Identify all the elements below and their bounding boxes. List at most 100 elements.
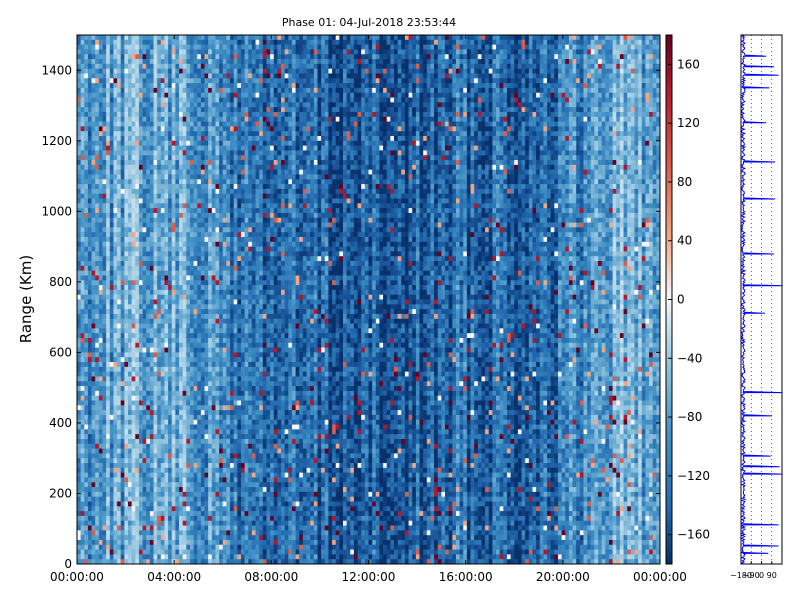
heatmap-cell xyxy=(128,477,133,483)
heatmap-cell xyxy=(146,400,151,406)
heatmap-cell xyxy=(211,102,216,108)
heatmap-cell xyxy=(237,121,242,127)
heatmap-cell xyxy=(95,193,100,199)
heatmap-cell xyxy=(175,193,180,199)
heatmap-cell xyxy=(193,525,198,531)
heatmap-cell xyxy=(211,236,216,243)
heatmap-cell xyxy=(124,121,129,127)
heatmap-cell xyxy=(193,458,198,464)
heatmap-cell xyxy=(189,491,194,498)
heatmap-cell xyxy=(113,121,118,127)
heatmap-cell xyxy=(175,35,180,41)
heatmap-cell xyxy=(113,448,118,454)
heatmap-cell xyxy=(153,448,158,454)
heatmap-cell xyxy=(197,496,202,502)
heatmap-cell xyxy=(87,270,92,276)
heatmap-cell xyxy=(186,78,191,84)
heatmap-cell xyxy=(84,188,89,195)
heatmap-cell xyxy=(175,333,180,339)
heatmap-cell xyxy=(222,400,227,406)
heatmap-cell xyxy=(113,515,118,522)
heatmap-cell xyxy=(226,376,231,382)
heatmap-cell xyxy=(157,232,162,238)
heatmap-cell xyxy=(138,323,143,329)
heatmap-cell xyxy=(106,44,111,50)
heatmap-cell xyxy=(197,107,202,113)
heatmap-cell xyxy=(219,73,224,79)
heatmap-cell xyxy=(98,121,103,127)
heatmap-cell xyxy=(171,299,176,305)
heatmap-cell xyxy=(146,352,151,358)
heatmap-cell xyxy=(233,467,238,474)
heatmap-cell xyxy=(113,270,118,276)
heatmap-cell xyxy=(164,342,169,348)
heatmap-cell xyxy=(120,539,125,546)
heatmap-cell xyxy=(179,443,184,449)
heatmap-cell xyxy=(113,63,118,70)
heatmap-cell xyxy=(182,496,187,502)
heatmap-cell xyxy=(211,342,216,348)
heatmap-cell xyxy=(189,318,194,324)
heatmap-cell xyxy=(146,525,151,531)
heatmap-cell xyxy=(153,68,158,74)
heatmap-cell xyxy=(84,212,89,219)
heatmap-cell xyxy=(182,63,187,70)
heatmap-cell xyxy=(189,54,194,60)
heatmap-cell xyxy=(222,352,227,358)
heatmap-cell xyxy=(171,169,176,175)
heatmap-cell xyxy=(91,111,96,118)
heatmap-cell xyxy=(179,501,184,507)
heatmap-cell xyxy=(237,169,242,175)
heatmap-cell xyxy=(138,241,143,247)
heatmap-cell xyxy=(142,405,147,411)
heatmap-cell xyxy=(222,63,227,70)
heatmap-cell xyxy=(230,217,235,223)
heatmap-cell xyxy=(160,270,165,276)
heatmap-cell xyxy=(197,78,202,84)
heatmap-cell xyxy=(146,256,151,262)
heatmap-cell xyxy=(233,193,238,199)
heatmap-cell xyxy=(197,366,202,373)
heatmap-cell xyxy=(171,140,176,147)
heatmap-cell xyxy=(182,107,187,113)
heatmap-cell xyxy=(189,280,194,286)
heatmap-cell xyxy=(215,160,220,166)
heatmap-cell xyxy=(109,111,114,118)
heatmap-cell xyxy=(226,342,231,348)
heatmap-cell xyxy=(189,222,194,228)
heatmap-cell xyxy=(204,506,209,512)
heatmap-cell xyxy=(175,328,180,334)
heatmap-cell xyxy=(179,39,184,46)
heatmap-cell xyxy=(77,357,82,363)
heatmap-cell xyxy=(175,78,180,84)
heatmap-cell xyxy=(98,337,103,344)
heatmap-cell xyxy=(168,410,173,416)
heatmap-cell xyxy=(211,559,216,565)
heatmap-cell xyxy=(175,525,180,531)
heatmap-cell xyxy=(135,429,140,435)
heatmap-cell xyxy=(153,63,158,70)
heatmap-cell xyxy=(124,275,129,281)
heatmap-cell xyxy=(219,467,224,474)
heatmap-cell xyxy=(142,525,147,531)
heatmap-cell xyxy=(131,227,136,233)
heatmap-cell xyxy=(204,188,209,195)
heatmap-cell xyxy=(200,559,205,565)
heatmap-cell xyxy=(186,116,191,122)
heatmap-cell xyxy=(175,366,180,373)
heatmap-cell xyxy=(84,515,89,522)
heatmap-cell xyxy=(219,477,224,483)
heatmap-cell xyxy=(131,400,136,406)
heatmap-cell xyxy=(77,482,82,488)
heatmap-cell xyxy=(222,145,227,151)
heatmap-cell xyxy=(215,92,220,98)
heatmap-cell xyxy=(95,496,100,502)
heatmap-cell xyxy=(179,357,184,363)
heatmap-cell xyxy=(168,429,173,435)
heatmap-cell xyxy=(95,453,100,459)
heatmap-cell xyxy=(186,544,191,550)
heatmap-cell xyxy=(77,525,82,531)
heatmap-cell xyxy=(197,386,202,392)
heatmap-cell xyxy=(171,246,176,252)
heatmap-cell xyxy=(219,59,224,65)
